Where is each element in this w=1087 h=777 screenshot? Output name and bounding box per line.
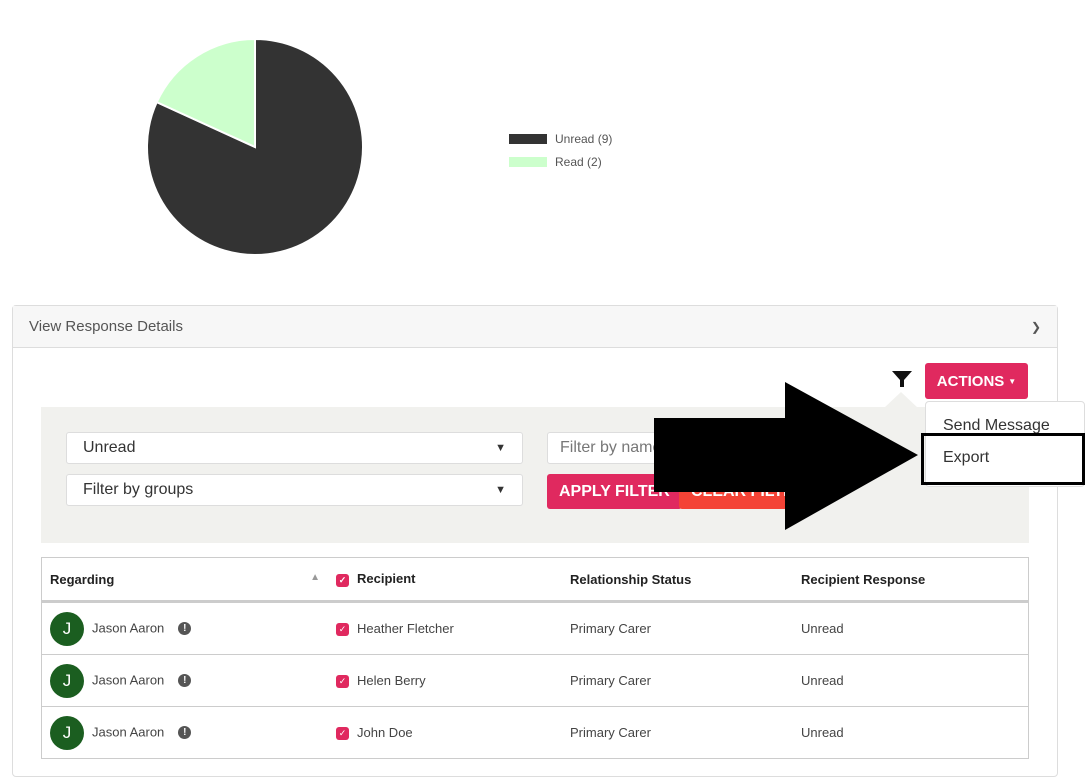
sort-icon[interactable]: ▲ (310, 571, 320, 583)
table-row: J Jason Aaron! ✓ Heather Fletcher Primary … (41, 601, 1029, 655)
dropdown-pointer (884, 392, 918, 408)
regarding-cell: J Jason Aaron! (41, 706, 328, 759)
legend-label: Unread (9) (555, 131, 613, 146)
recipient-cell: ✓ Helen Berry (328, 654, 562, 707)
chevron-down-icon[interactable]: ❯ (1030, 319, 1041, 334)
header-recipient: ✓ Recipient (328, 557, 562, 603)
panel-header[interactable]: View Response Details ❯ (13, 306, 1057, 348)
recipient-cell: ✓ John Doe (328, 706, 562, 759)
groups-select[interactable]: Filter by groups ▼ (66, 474, 523, 506)
response-cell: Unread (793, 654, 1029, 707)
header-relationship: Relationship Status (562, 557, 793, 603)
responses-table: Regarding ▲ ✓ Recipient Relationship Statu… (41, 557, 1029, 759)
filter-icon[interactable] (891, 369, 913, 389)
legend-item-read: Read (2) (509, 150, 612, 173)
select-all-checkbox[interactable]: ✓ (336, 573, 349, 587)
alert-icon[interactable]: ! (178, 622, 192, 635)
header-response: Recipient Response (793, 557, 1029, 603)
response-cell: Unread (793, 601, 1029, 655)
actions-menu: Send Message Export (925, 401, 1085, 487)
recipient-cell: ✓ Heather Fletcher (328, 601, 562, 655)
table-row: J Jason Aaron! ✓ Helen Berry Primary Carer… (41, 654, 1029, 707)
relationship-cell: Primary Carer (562, 706, 793, 759)
avatar: J (50, 663, 84, 698)
status-select[interactable]: Unread ▼ (66, 432, 523, 464)
relationship-cell: Primary Carer (562, 601, 793, 655)
row-checkbox[interactable]: ✓ (336, 675, 349, 689)
arrow-annotation-icon (654, 382, 918, 530)
recipient-name: Helen Berry (357, 672, 426, 688)
regarding-name[interactable]: Jason Aaron (92, 619, 165, 635)
highlight-box (921, 433, 1085, 485)
caret-down-icon: ▼ (495, 442, 506, 454)
table-row: J Jason Aaron! ✓ John Doe Primary Carer Un… (41, 706, 1029, 759)
legend-label: Read (2) (555, 154, 602, 169)
actions-button[interactable]: ACTIONS ▼ (925, 363, 1028, 399)
recipient-name: Heather Fletcher (357, 620, 454, 636)
regarding-cell: J Jason Aaron! (41, 601, 328, 655)
pie-chart (146, 37, 364, 256)
regarding-name[interactable]: Jason Aaron (92, 671, 165, 687)
menu-item-export[interactable]: Export (943, 449, 990, 466)
alert-icon[interactable]: ! (178, 726, 192, 739)
row-checkbox[interactable]: ✓ (336, 623, 349, 637)
avatar: J (50, 715, 84, 750)
response-cell: Unread (793, 706, 1029, 759)
panel-title: View Response Details (29, 318, 183, 335)
relationship-cell: Primary Carer (562, 654, 793, 707)
caret-down-icon: ▼ (495, 484, 506, 496)
regarding-cell: J Jason Aaron! (41, 654, 328, 707)
legend-item-unread: Unread (9) (509, 127, 612, 150)
alert-icon[interactable]: ! (178, 674, 192, 687)
pie-slice-1 (155, 37, 256, 149)
header-regarding[interactable]: Regarding ▲ (41, 557, 328, 603)
menu-item-send-message[interactable]: Send Message (943, 417, 1050, 434)
row-checkbox[interactable]: ✓ (336, 727, 349, 741)
avatar: J (50, 611, 84, 646)
chart-legend: Unread (9) Read (2) (509, 127, 612, 173)
recipient-name: John Doe (357, 724, 413, 740)
regarding-name[interactable]: Jason Aaron (92, 723, 165, 739)
